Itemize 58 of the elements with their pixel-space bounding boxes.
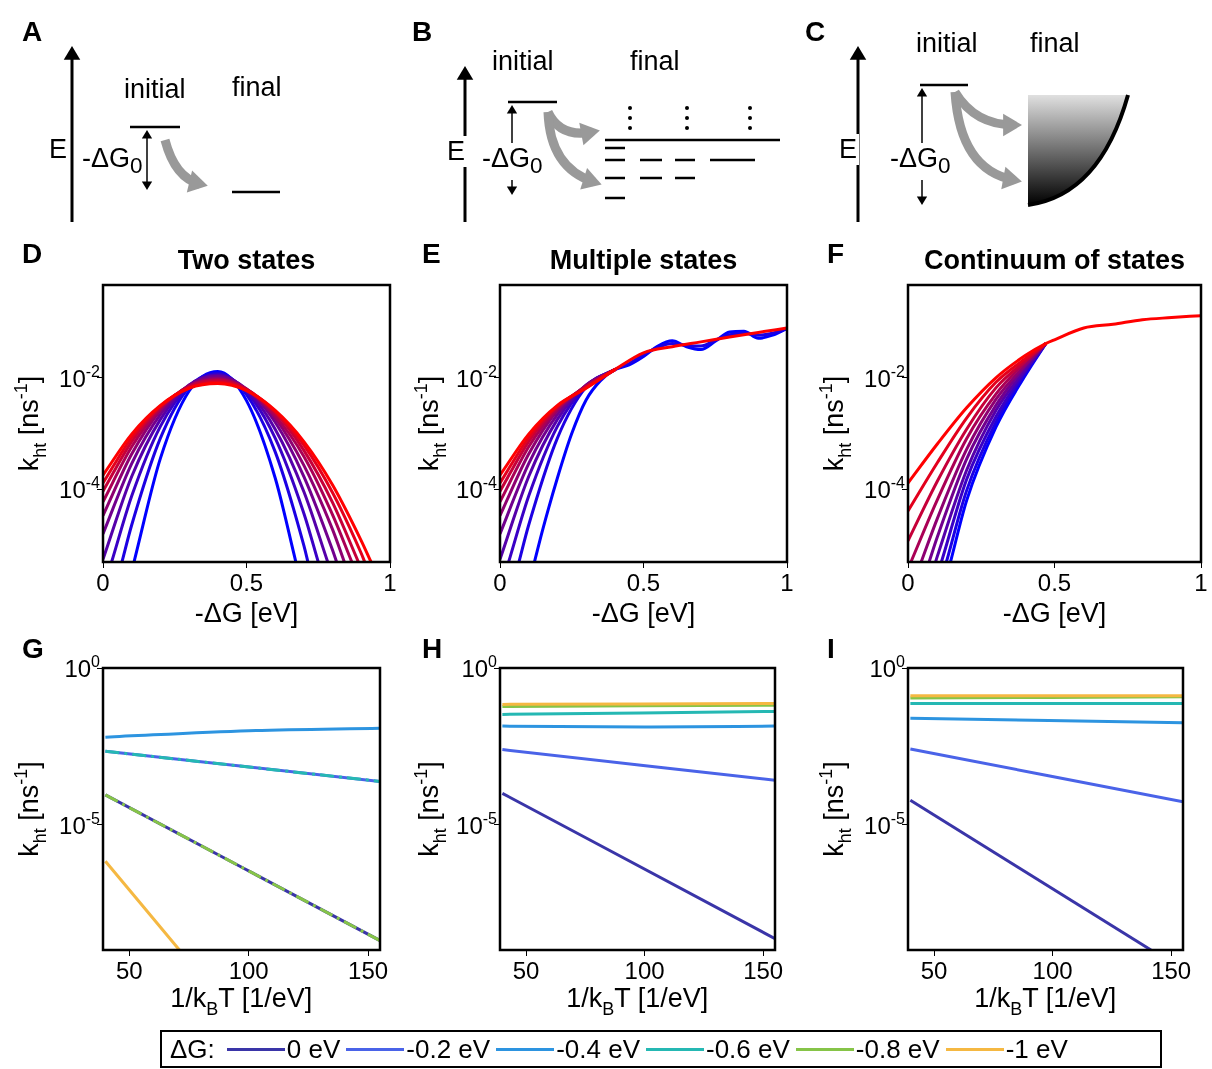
x-axis-title: -ΔG [eV] — [591, 598, 696, 628]
text: final — [230, 72, 284, 103]
text: E — [47, 134, 70, 165]
x-axis-title: -ΔG [eV] — [1002, 598, 1107, 628]
text: -ΔG$_{0}$ — [480, 143, 545, 180]
x-tick-label: 150 — [348, 957, 389, 985]
legend-label: -0.2 eV — [406, 1033, 491, 1065]
text: -ΔG$_{0}$ — [80, 143, 145, 180]
text: -ΔG$_{0}$ — [888, 143, 953, 180]
text: B — [410, 16, 435, 48]
text: H — [422, 633, 443, 664]
legend-label: 0 eV — [286, 1033, 341, 1065]
x-tick-label: 0.5 — [626, 569, 661, 597]
y-axis-title: kht [ns-1] — [815, 761, 855, 857]
text: C — [803, 16, 828, 48]
x-tick-label: 100 — [1032, 957, 1073, 985]
text: A — [20, 16, 45, 48]
text: initial — [914, 28, 980, 59]
x-tick-label: 150 — [1151, 957, 1192, 985]
x-tick-label: 0.5 — [1037, 569, 1072, 597]
x-tick-label: 50 — [920, 957, 948, 985]
x-tick-label: 0.5 — [229, 569, 264, 597]
legend-label: -0.8 eV — [855, 1033, 940, 1065]
text: E — [422, 238, 441, 269]
text: D — [22, 238, 43, 269]
chart-title: Two states — [177, 245, 316, 275]
x-tick-label: 100 — [228, 957, 269, 985]
x-tick-label: 100 — [624, 957, 665, 985]
text: final — [628, 46, 682, 77]
y-axis-title: kht [ns-1] — [410, 761, 450, 857]
x-tick-label: 1 — [1194, 569, 1208, 597]
x-axis-title: -ΔG [eV] — [194, 598, 299, 628]
x-tick-label: 50 — [115, 957, 143, 985]
text: E — [445, 136, 468, 167]
text: initial — [490, 46, 556, 77]
text: I — [827, 633, 835, 664]
text: initial — [122, 74, 188, 105]
text: E — [837, 134, 860, 165]
y-axis-title: kht [ns-1] — [10, 761, 50, 857]
x-tick-label: 1 — [780, 569, 794, 597]
chart-title: Multiple states — [549, 245, 738, 275]
legend-title: ΔG: — [170, 1033, 215, 1065]
y-axis-title: kht [ns-1] — [815, 375, 855, 472]
text: final — [1028, 28, 1082, 59]
x-tick-label: 50 — [512, 957, 540, 985]
y-axis-title: kht [ns-1] — [10, 375, 50, 472]
x-tick-label: 0 — [493, 569, 507, 597]
y-axis-title: kht [ns-1] — [410, 375, 450, 472]
text: F — [827, 238, 845, 269]
x-tick-label: 1 — [383, 569, 397, 597]
x-tick-label: 0 — [96, 569, 110, 597]
x-tick-label: 0 — [901, 569, 915, 597]
text: G — [22, 633, 44, 664]
legend-label: -0.6 eV — [705, 1033, 790, 1065]
legend-label: -1 eV — [1005, 1033, 1068, 1065]
x-tick-label: 150 — [743, 957, 784, 985]
chart-title: Continuum of states — [924, 245, 1185, 275]
legend-label: -0.4 eV — [556, 1033, 640, 1065]
